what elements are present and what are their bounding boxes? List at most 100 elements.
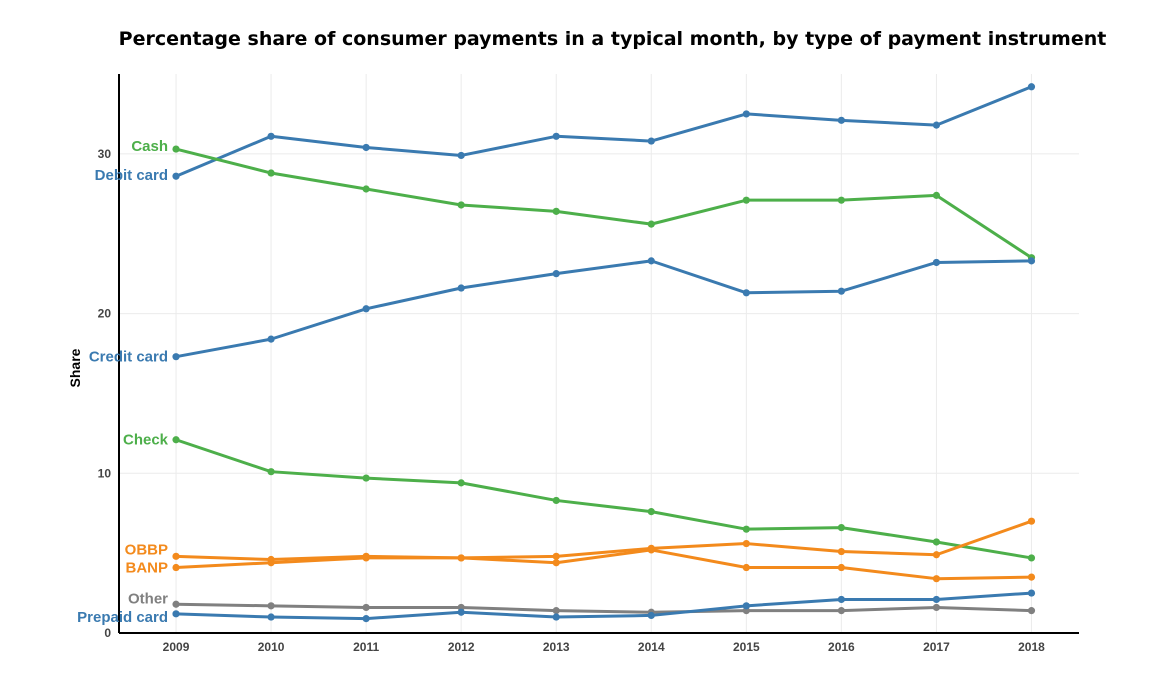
series-label-banp: BANP xyxy=(126,560,169,577)
data-point-check xyxy=(457,479,465,487)
data-point-debit-card xyxy=(1027,83,1036,91)
x-tick-label: 2018 xyxy=(1018,640,1045,654)
data-point-obbp xyxy=(172,552,180,560)
series-line-credit-card xyxy=(175,259,1032,359)
x-tick-label: 2011 xyxy=(353,640,379,654)
data-point-banp xyxy=(932,575,941,583)
data-point-check xyxy=(647,508,655,516)
data-point-cash xyxy=(172,145,180,153)
x-tick-label: 2010 xyxy=(258,640,285,654)
data-point-other xyxy=(172,600,180,608)
data-point-credit-card xyxy=(742,289,750,297)
data-point-banp xyxy=(1027,573,1036,581)
data-point-other xyxy=(362,603,370,612)
chart-title: Percentage share of consumer payments in… xyxy=(118,28,1107,50)
data-point-other xyxy=(837,607,845,615)
data-point-banp xyxy=(457,554,465,562)
series-label-cash: Cash xyxy=(131,138,168,155)
data-point-credit-card xyxy=(1027,257,1036,265)
data-point-credit-card xyxy=(647,257,655,265)
x-tick-label: 2014 xyxy=(638,640,665,654)
data-point-other xyxy=(552,607,560,615)
data-point-prepaid-card xyxy=(267,613,275,621)
data-point-prepaid-card xyxy=(362,615,370,623)
x-tick-label: 2015 xyxy=(733,640,760,654)
data-point-prepaid-card xyxy=(457,608,465,616)
series-lines xyxy=(175,85,1033,621)
data-point-cash xyxy=(742,196,750,204)
data-point-credit-card xyxy=(362,305,370,313)
data-point-banp xyxy=(837,563,845,572)
data-point-check xyxy=(172,436,180,444)
data-point-check xyxy=(267,468,275,476)
data-point-banp xyxy=(647,546,655,554)
y-axis-title: Share xyxy=(67,348,83,387)
axes: 2009 2010 2011 2012 2013 2014 2015 2016 2017 2018… xyxy=(98,74,1079,654)
data-point-obbp xyxy=(742,539,750,548)
data-point-banp xyxy=(362,554,370,562)
series-labels: Debit card Cash Credit card Check OBBP BANP Ot… xyxy=(77,138,169,626)
y-tick-label: 30 xyxy=(98,147,112,161)
y-tick-label: 20 xyxy=(98,307,112,321)
x-tick-label: 2017 xyxy=(923,640,950,654)
gridlines xyxy=(119,74,1079,634)
series-line-other xyxy=(176,602,1032,614)
data-point-credit-card xyxy=(267,335,275,343)
data-point-check xyxy=(932,538,941,546)
data-point-check xyxy=(552,496,560,505)
series-points xyxy=(172,83,1036,623)
data-point-prepaid-card xyxy=(172,610,180,618)
x-tick-label: 2009 xyxy=(163,640,190,654)
data-point-banp xyxy=(552,559,560,567)
data-point-debit-card xyxy=(172,172,180,180)
data-point-prepaid-card xyxy=(742,602,750,610)
data-point-credit-card xyxy=(172,353,180,361)
data-point-debit-card xyxy=(267,132,275,140)
data-point-cash xyxy=(837,196,845,204)
series-label-debit-card: Debit card xyxy=(95,167,168,184)
data-point-obbp xyxy=(932,551,941,559)
data-point-debit-card xyxy=(837,116,845,124)
data-point-check xyxy=(1027,554,1036,562)
data-point-credit-card xyxy=(457,284,465,292)
data-point-debit-card xyxy=(742,110,750,118)
data-point-cash xyxy=(457,201,465,209)
series-line-debit-card xyxy=(175,85,1033,178)
data-point-debit-card xyxy=(552,132,560,140)
data-point-debit-card xyxy=(457,151,465,160)
x-tick-label: 2012 xyxy=(448,640,475,654)
data-point-other xyxy=(267,602,275,610)
data-point-cash xyxy=(267,169,275,177)
x-tick-label: 2013 xyxy=(543,640,570,654)
data-point-debit-card xyxy=(362,143,370,152)
data-point-prepaid-card xyxy=(1027,589,1036,597)
data-point-prepaid-card xyxy=(932,595,941,604)
data-point-debit-card xyxy=(932,121,941,129)
data-point-check xyxy=(362,474,370,482)
data-point-cash xyxy=(362,185,370,193)
data-point-cash xyxy=(932,191,941,199)
y-tick-label: 10 xyxy=(98,466,112,480)
data-point-prepaid-card xyxy=(647,611,655,620)
data-point-credit-card xyxy=(932,258,941,267)
data-point-credit-card xyxy=(552,270,560,278)
data-point-banp xyxy=(267,559,275,567)
series-line-prepaid-card xyxy=(175,591,1032,621)
data-point-debit-card xyxy=(647,137,655,145)
y-tick-label: 0 xyxy=(104,626,111,640)
data-point-credit-card xyxy=(837,287,845,295)
series-label-credit-card: Credit card xyxy=(89,349,168,366)
data-point-check xyxy=(837,523,845,532)
data-point-other xyxy=(932,603,941,612)
series-line-cash xyxy=(175,147,1033,259)
series-label-other: Other xyxy=(128,590,168,607)
data-point-obbp xyxy=(552,552,560,560)
series-line-banp xyxy=(175,548,1032,581)
data-point-obbp xyxy=(1027,517,1036,525)
data-point-banp xyxy=(742,563,750,572)
data-point-cash xyxy=(647,220,655,228)
series-line-obbp xyxy=(175,519,1032,562)
data-point-check xyxy=(742,525,750,533)
series-label-prepaid-card: Prepaid card xyxy=(77,609,168,626)
